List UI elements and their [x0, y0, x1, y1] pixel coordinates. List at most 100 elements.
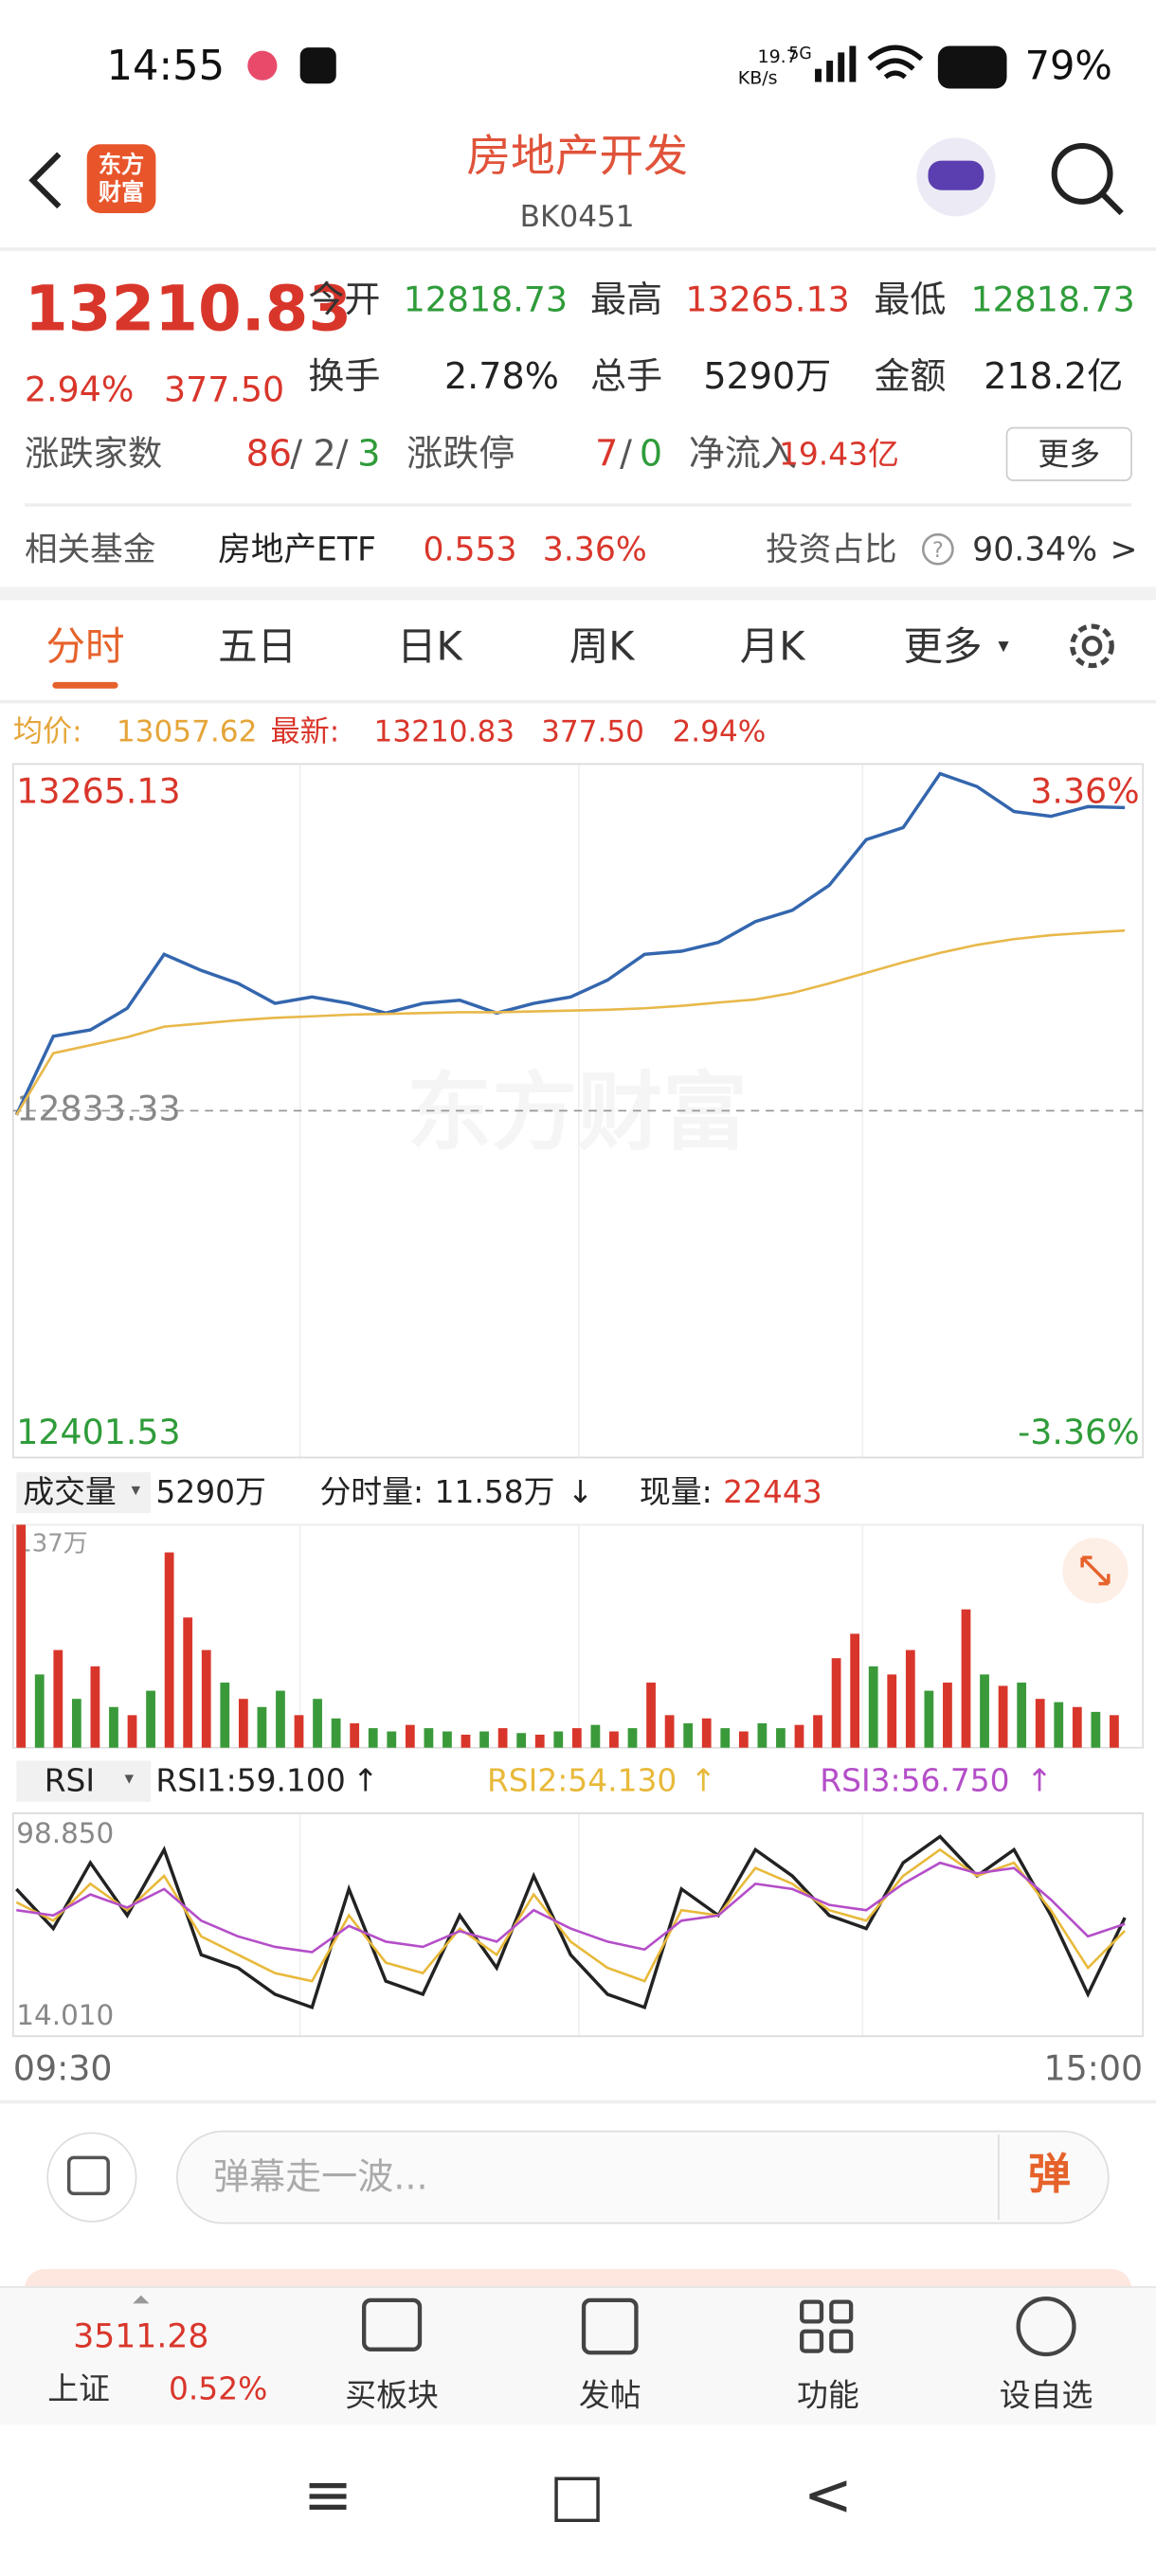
selector-arrow: ▾: [131, 1480, 140, 1501]
settings-button[interactable]: [1070, 623, 1114, 669]
volume-bar: [868, 1666, 878, 1748]
volume-bar: [1035, 1699, 1045, 1748]
fund-name[interactable]: 房地产ETF: [218, 531, 376, 568]
period-label: 分时量:: [319, 1473, 424, 1510]
network: 5G: [788, 45, 811, 63]
settings-core: [1081, 636, 1103, 657]
tab[interactable]: 分时: [45, 622, 124, 669]
danmaku-button[interactable]: 弹: [1028, 2149, 1071, 2199]
system-home[interactable]: □: [550, 2459, 605, 2529]
volume-bar: [53, 1649, 63, 1748]
volume-bar: [887, 1674, 897, 1748]
volume-bar: [776, 1728, 786, 1748]
bottom-nav: [0, 2287, 1156, 2425]
volume-selector[interactable]: [16, 1471, 152, 1514]
app-logo: [86, 144, 156, 213]
system-back[interactable]: <: [804, 2459, 853, 2529]
volume-bar: [831, 1658, 841, 1748]
y-tick-label: 13265.13: [16, 771, 180, 812]
separator: /: [290, 433, 302, 475]
volume-selector-label: 成交量: [23, 1473, 117, 1510]
volume-bar: [90, 1666, 100, 1748]
volume-bar: [331, 1718, 341, 1748]
volume-bar: [405, 1724, 415, 1748]
help-icon[interactable]: [921, 532, 954, 566]
comment-input[interactable]: [176, 2130, 1110, 2225]
index-value[interactable]: 3511.28: [73, 2318, 208, 2356]
danmaku-toggle[interactable]: [46, 2132, 137, 2223]
help-mark: ?: [932, 538, 944, 563]
tab[interactable]: 日K: [397, 622, 464, 669]
more-button[interactable]: [1005, 426, 1132, 481]
field-value: 19.43亿: [779, 436, 899, 473]
system-menu[interactable]: ≡: [303, 2459, 352, 2529]
search-button[interactable]: [1051, 142, 1113, 205]
tab[interactable]: 五日: [218, 622, 297, 669]
tab[interactable]: 更多: [904, 622, 983, 669]
volume-bar: [627, 1728, 638, 1748]
field-value: 12818.73: [970, 279, 1134, 319]
tab[interactable]: 月K: [740, 622, 807, 669]
volume-bar: [850, 1633, 860, 1748]
ratio-arrow[interactable]: >: [1111, 531, 1138, 568]
rsi-trend: ↑: [691, 1762, 717, 1799]
rsi-trend: ↑: [352, 1762, 379, 1799]
nav-item[interactable]: 发帖: [579, 2376, 641, 2413]
volume-bar: [16, 1524, 27, 1748]
field-label: 涨跌家数: [25, 433, 162, 474]
y-tick-label: 12401.53: [16, 1412, 180, 1452]
time-label: 15:00: [1043, 2048, 1143, 2089]
separator: /: [336, 433, 349, 475]
period-volume: 11.58万: [435, 1473, 555, 1510]
volume-bar: [664, 1715, 675, 1748]
field-label: 金额: [874, 355, 946, 397]
selector-arrow: ▾: [125, 1768, 135, 1789]
status-icon: [247, 50, 278, 81]
series-line: [15, 928, 1126, 1116]
volume-bar: [683, 1722, 694, 1748]
rsi-legend: RSI2:54.130: [487, 1762, 677, 1799]
board-code: BK0451: [520, 200, 635, 234]
time-label: 09:30: [13, 2048, 113, 2089]
volume-bar: [1091, 1711, 1101, 1748]
field-label: 总手: [590, 355, 662, 397]
volume-bar: [701, 1718, 712, 1748]
nav-item[interactable]: 买板块: [345, 2376, 439, 2413]
volume-bar: [127, 1715, 137, 1748]
change: 377.50: [164, 369, 284, 410]
rsi-selector[interactable]: [16, 1760, 152, 1802]
avg-label: 均价:: [13, 715, 82, 749]
rsi-legend: RSI3:56.750: [820, 1762, 1009, 1799]
fund-label: 相关基金: [25, 531, 155, 568]
field-label: 换手: [308, 355, 380, 397]
y-tick-label: 12833.33: [16, 1088, 180, 1128]
field-value: 218.2亿: [984, 355, 1123, 397]
signal: [815, 45, 857, 82]
volume-bar: [443, 1731, 452, 1748]
volume-bar: [146, 1690, 155, 1748]
volume-bar: [738, 1731, 749, 1748]
volume-bar: [109, 1706, 118, 1748]
field-label: 最高: [590, 279, 662, 320]
y2-tick-label: -3.36%: [1018, 1412, 1140, 1452]
volume-bar: [350, 1722, 360, 1748]
avatar-face: [928, 160, 984, 190]
volume-bar: [164, 1552, 174, 1748]
nav-item[interactable]: 设自选: [1000, 2376, 1093, 2413]
volume-bar: [183, 1617, 193, 1748]
period-arrow: ↓: [568, 1473, 594, 1510]
more-button-label: 更多: [1038, 436, 1100, 473]
net-speed: 19.7: [757, 46, 797, 67]
series-line: [16, 1861, 1126, 1954]
rsi-selector-label: RSI: [45, 1762, 95, 1799]
change-pct: 2.94%: [25, 369, 134, 410]
limit-down: 0: [640, 433, 662, 475]
nav-item[interactable]: 功能: [797, 2376, 859, 2413]
tab[interactable]: 周K: [569, 622, 637, 669]
field-label: 今开: [308, 279, 380, 320]
breadth-flat: 2: [314, 433, 336, 475]
volume-bar: [1017, 1682, 1027, 1748]
rsi-legend: RSI1:59.100: [155, 1762, 345, 1799]
back-button[interactable]: [28, 152, 62, 209]
